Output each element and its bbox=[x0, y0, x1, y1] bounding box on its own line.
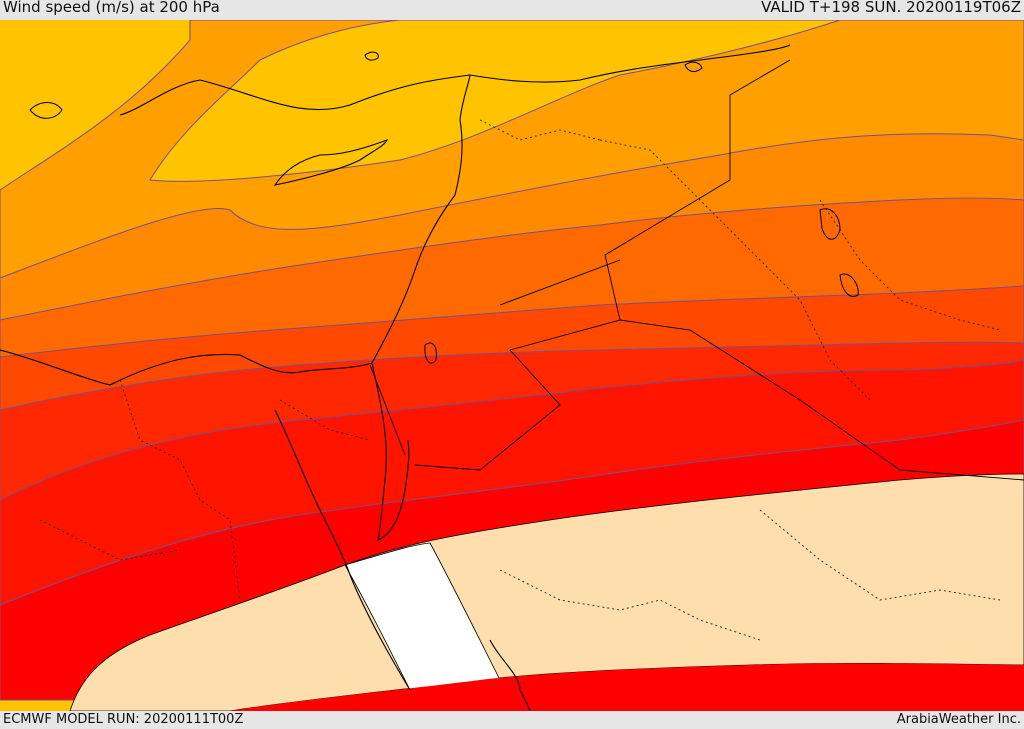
islands bbox=[29, 51, 859, 364]
internal-boundaries bbox=[39, 119, 1001, 641]
valid-time: VALID T+198 SUN. 20200119T06Z bbox=[761, 0, 1021, 16]
wind-speed-map bbox=[0, 20, 1024, 711]
header-bar: Wind speed (m/s) at 200 hPa VALID T+198 … bbox=[0, 0, 1024, 20]
band-yellow-inner bbox=[149, 20, 841, 182]
footer-bar: ECMWF MODEL RUN: 20200111T00Z ArabiaWeat… bbox=[0, 711, 1024, 729]
model-run-label: ECMWF MODEL RUN: 20200111T00Z bbox=[3, 712, 244, 727]
borders bbox=[369, 59, 1024, 481]
map-title: Wind speed (m/s) at 200 hPa bbox=[3, 0, 220, 16]
coastlines bbox=[0, 44, 791, 711]
map-panel bbox=[0, 20, 1024, 711]
band-red-bottom bbox=[230, 663, 1024, 711]
credit-label: ArabiaWeather Inc. bbox=[896, 712, 1021, 727]
